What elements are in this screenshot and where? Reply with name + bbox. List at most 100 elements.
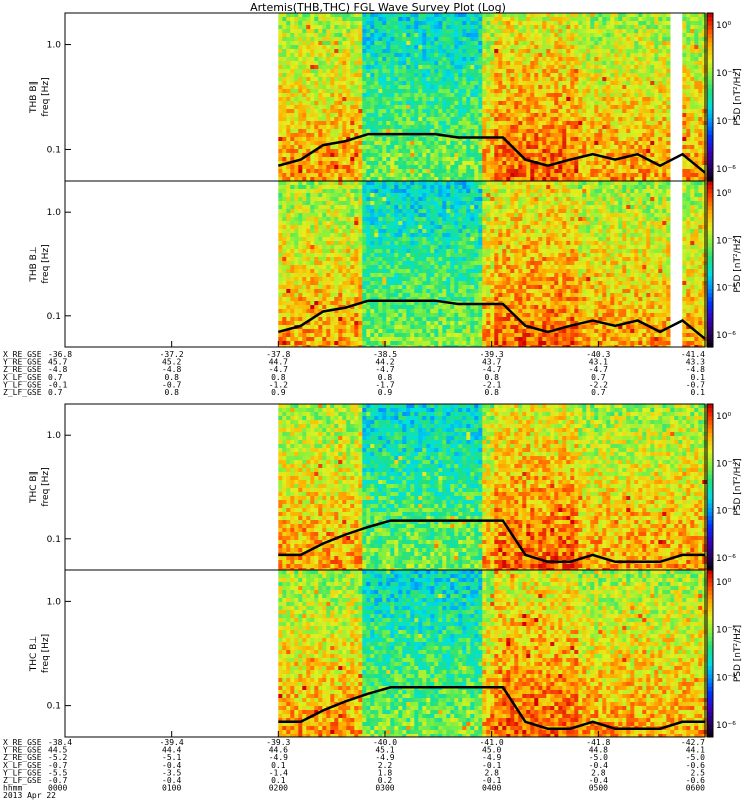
heatmap-cell — [290, 229, 294, 233]
heatmap-cell — [582, 161, 586, 165]
heatmap-cell — [570, 93, 574, 97]
heatmap-cell — [406, 157, 410, 161]
heatmap-cell — [622, 97, 626, 101]
heatmap-cell — [538, 165, 542, 169]
heatmap-cell — [290, 213, 294, 217]
heatmap-cell — [582, 117, 586, 121]
heatmap-cell — [586, 177, 590, 181]
heatmap-cell — [518, 73, 522, 77]
heatmap-cell — [494, 45, 498, 49]
heatmap-cell — [310, 21, 314, 25]
heatmap-cell — [554, 57, 558, 61]
heatmap-cell — [602, 113, 606, 117]
heatmap-cell — [518, 173, 522, 177]
heatmap-cell — [510, 21, 514, 25]
heatmap-cell — [406, 89, 410, 93]
heatmap-cell — [310, 173, 314, 177]
heatmap-cell — [586, 21, 590, 25]
heatmap-cell — [418, 125, 422, 129]
heatmap-cell — [622, 73, 626, 77]
heatmap-cell — [430, 93, 434, 97]
heatmap-cell — [438, 25, 442, 29]
heatmap-cell — [454, 21, 458, 25]
heatmap-cell — [634, 165, 638, 169]
heatmap-cell — [614, 89, 618, 93]
heatmap-cell — [370, 77, 374, 81]
heatmap-cell — [414, 61, 418, 65]
heatmap-cell — [558, 133, 562, 137]
heatmap-cell — [658, 105, 662, 109]
heatmap-cell — [318, 137, 322, 141]
heatmap-cell — [510, 45, 514, 49]
heatmap-cell — [286, 21, 290, 25]
heatmap-cell — [666, 153, 670, 157]
heatmap-cell — [586, 101, 590, 105]
heatmap-cell — [590, 65, 594, 69]
heatmap-cell — [390, 105, 394, 109]
heatmap-cell — [582, 73, 586, 77]
heatmap-cell — [390, 65, 394, 69]
heatmap-cell — [278, 265, 282, 269]
heatmap-cell — [434, 105, 438, 109]
heatmap-cell — [354, 21, 358, 25]
heatmap-cell — [626, 97, 630, 101]
heatmap-cell — [514, 37, 518, 41]
heatmap-cell — [530, 165, 534, 169]
heatmap-cell — [454, 125, 458, 129]
heatmap-cell — [466, 145, 470, 149]
heatmap-cell — [518, 25, 522, 29]
heatmap-cell — [582, 97, 586, 101]
heatmap-cell — [590, 133, 594, 137]
heatmap-cell — [598, 145, 602, 149]
heatmap-cell — [566, 173, 570, 177]
heatmap-cell — [650, 93, 654, 97]
heatmap-cell — [666, 125, 670, 129]
heatmap-cell — [566, 37, 570, 41]
heatmap-cell — [438, 157, 442, 161]
heatmap-cell — [486, 85, 490, 89]
heatmap-cell — [446, 173, 450, 177]
heatmap-cell — [422, 33, 426, 37]
heatmap-cell — [542, 121, 546, 125]
heatmap-cell — [314, 245, 318, 249]
heatmap-cell — [474, 21, 478, 25]
heatmap-cell — [582, 169, 586, 173]
heatmap-cell — [294, 133, 298, 137]
heatmap-cell — [314, 253, 318, 257]
heatmap-cell — [630, 105, 634, 109]
heatmap-cell — [426, 25, 430, 29]
heatmap-cell — [538, 69, 542, 73]
heatmap-cell — [550, 89, 554, 93]
heatmap-cell — [578, 13, 582, 17]
heatmap-cell — [470, 77, 474, 81]
heatmap-cell — [278, 305, 282, 309]
heatmap-cell — [378, 177, 382, 181]
heatmap-cell — [594, 113, 598, 117]
heatmap-cell — [506, 65, 510, 69]
heatmap-cell — [338, 25, 342, 29]
heatmap-cell — [554, 69, 558, 73]
heatmap-cell — [314, 265, 318, 269]
heatmap-cell — [294, 313, 298, 317]
heatmap-cell — [290, 101, 294, 105]
heatmap-cell — [414, 73, 418, 77]
heatmap-cell — [638, 65, 642, 69]
heatmap-cell — [702, 97, 706, 101]
heatmap-cell — [694, 169, 698, 173]
heatmap-cell — [682, 25, 686, 29]
heatmap-cell — [358, 153, 362, 157]
heatmap-cell — [590, 121, 594, 125]
heatmap-cell — [282, 261, 286, 265]
heatmap-cell — [574, 45, 578, 49]
heatmap-cell — [474, 173, 478, 177]
heatmap-cell — [550, 93, 554, 97]
heatmap-cell — [594, 93, 598, 97]
heatmap-cell — [658, 141, 662, 145]
y-tick-label: 1.0 — [47, 41, 62, 51]
heatmap-cell — [642, 65, 646, 69]
heatmap-cell — [514, 109, 518, 113]
heatmap-cell — [534, 21, 538, 25]
heatmap-cell — [358, 85, 362, 89]
heatmap-cell — [530, 141, 534, 145]
heatmap-cell — [666, 89, 670, 93]
